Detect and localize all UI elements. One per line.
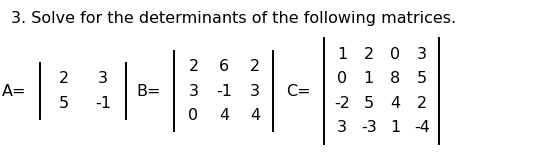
Text: -4: -4	[414, 120, 430, 135]
Text: 0: 0	[337, 71, 347, 86]
Text: -1: -1	[95, 96, 111, 111]
Text: -2: -2	[334, 96, 350, 111]
Text: 1: 1	[337, 47, 347, 62]
Text: A=: A=	[2, 84, 27, 99]
Text: 4: 4	[250, 108, 260, 123]
Text: 4: 4	[219, 108, 229, 123]
Text: 3: 3	[417, 47, 427, 62]
Text: 5: 5	[59, 96, 69, 111]
Text: 8: 8	[390, 71, 400, 86]
Text: 2: 2	[59, 71, 69, 86]
Text: 3: 3	[189, 84, 198, 99]
Text: 0: 0	[188, 108, 199, 123]
Text: -3: -3	[361, 120, 377, 135]
Text: 5: 5	[364, 96, 374, 111]
Text: 1: 1	[364, 71, 374, 86]
Text: 1: 1	[390, 120, 400, 135]
Text: 3: 3	[337, 120, 347, 135]
Text: 3. Solve for the determinants of the following matrices.: 3. Solve for the determinants of the fol…	[11, 11, 456, 26]
Text: 2: 2	[417, 96, 427, 111]
Text: 3: 3	[250, 84, 260, 99]
Text: 3: 3	[98, 71, 108, 86]
Text: 2: 2	[188, 59, 199, 74]
Text: 4: 4	[390, 96, 400, 111]
Text: 0: 0	[390, 47, 400, 62]
Text: C=: C=	[286, 84, 311, 99]
Text: 2: 2	[364, 47, 374, 62]
Text: -1: -1	[216, 84, 232, 99]
Text: 5: 5	[417, 71, 427, 86]
Text: 6: 6	[219, 59, 229, 74]
Text: B=: B=	[136, 84, 160, 99]
Text: 2: 2	[250, 59, 260, 74]
